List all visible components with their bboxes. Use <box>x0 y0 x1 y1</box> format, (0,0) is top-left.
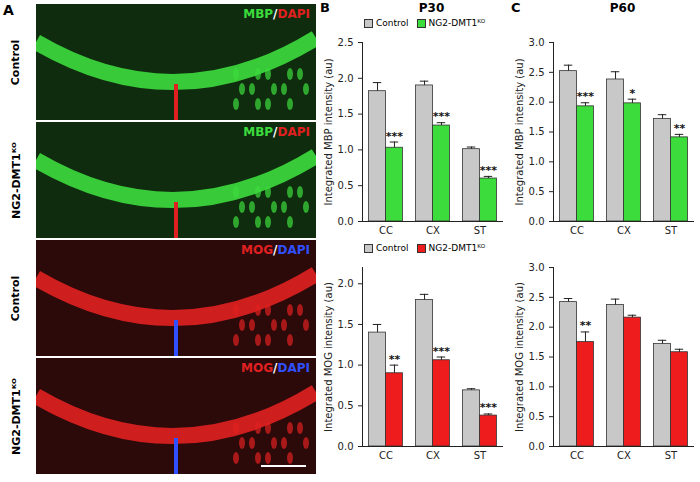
svg-text:CX: CX <box>617 225 631 236</box>
html-text:NG2-DMT1ᴷᴼ: NG2-DMT1ᴷᴼ <box>9 141 23 219</box>
svg-text:*: * <box>630 87 636 100</box>
svg-text:0.0: 0.0 <box>338 441 354 452</box>
html-text:P30: P30 <box>418 1 445 15</box>
svg-text:ST: ST <box>474 225 487 236</box>
html-text:Control: Control <box>376 18 409 28</box>
svg-text:CC: CC <box>379 225 393 236</box>
svg-text:2.5: 2.5 <box>529 292 545 303</box>
html-text:NG2-DMT1ᴷᴼ: NG2-DMT1ᴷᴼ <box>9 377 23 455</box>
html-text:Control: Control <box>9 39 23 85</box>
svg-text:CC: CC <box>570 450 584 461</box>
svg-text:2.0: 2.0 <box>529 96 545 107</box>
html-text:B: B <box>320 0 330 15</box>
html-text:Control: Control <box>9 275 23 321</box>
html-text:NG2-DMT1ᴷᴼ: NG2-DMT1ᴷᴼ <box>428 18 486 28</box>
svg-text:2.5: 2.5 <box>529 67 545 78</box>
svg-text:MBP/DAPI: MBP/DAPI <box>243 7 310 21</box>
svg-text:0.0: 0.0 <box>338 216 354 227</box>
svg-text:CX: CX <box>426 225 440 236</box>
svg-text:1.5: 1.5 <box>529 351 545 362</box>
svg-text:**: ** <box>674 122 686 135</box>
svg-text:2.0: 2.0 <box>338 73 354 84</box>
svg-text:1.5: 1.5 <box>529 126 545 137</box>
svg-text:***: *** <box>480 164 498 177</box>
svg-text:0.5: 0.5 <box>529 411 545 422</box>
svg-text:ST: ST <box>665 450 678 461</box>
svg-text:Integrated MBP intensity (au): Integrated MBP intensity (au) <box>514 58 525 205</box>
svg-text:***: *** <box>480 401 498 414</box>
svg-text:Integrated MOG intensity (au): Integrated MOG intensity (au) <box>323 282 334 432</box>
svg-text:0.0: 0.0 <box>529 441 545 452</box>
html-text:P60: P60 <box>609 1 636 15</box>
svg-text:CX: CX <box>426 450 440 461</box>
svg-text:CC: CC <box>379 450 393 461</box>
svg-text:1.0: 1.0 <box>529 381 545 392</box>
svg-text:0.5: 0.5 <box>338 180 354 191</box>
html-text:Control: Control <box>376 243 409 253</box>
svg-text:**: ** <box>389 353 401 366</box>
svg-text:ST: ST <box>474 450 487 461</box>
svg-text:ST: ST <box>665 225 678 236</box>
svg-text:1.5: 1.5 <box>338 108 354 119</box>
svg-text:***: *** <box>433 345 451 358</box>
svg-text:3.0: 3.0 <box>529 262 545 273</box>
svg-text:CC: CC <box>570 225 584 236</box>
svg-text:**: ** <box>580 319 592 332</box>
svg-text:***: *** <box>577 90 595 103</box>
svg-text:1.0: 1.0 <box>529 156 545 167</box>
svg-text:CX: CX <box>617 450 631 461</box>
svg-text:1.5: 1.5 <box>338 319 354 330</box>
svg-text:***: *** <box>433 110 451 123</box>
svg-text:1.0: 1.0 <box>338 144 354 155</box>
svg-text:2.0: 2.0 <box>529 321 545 332</box>
svg-text:2.0: 2.0 <box>338 278 354 289</box>
html-text:A: A <box>3 2 14 18</box>
svg-text:MBP/DAPI: MBP/DAPI <box>243 125 310 139</box>
svg-text:3.0: 3.0 <box>529 37 545 48</box>
svg-text:2.5: 2.5 <box>338 37 354 48</box>
svg-text:0.0: 0.0 <box>529 216 545 227</box>
svg-text:Integrated MBP intensity (au): Integrated MBP intensity (au) <box>323 58 334 205</box>
svg-text:MOG/DAPI: MOG/DAPI <box>241 361 310 375</box>
svg-text:MOG/DAPI: MOG/DAPI <box>241 243 310 257</box>
svg-text:0.5: 0.5 <box>529 186 545 197</box>
svg-text:0.5: 0.5 <box>338 400 354 411</box>
svg-text:1.0: 1.0 <box>338 359 354 370</box>
html-text:NG2-DMT1ᴷᴼ: NG2-DMT1ᴷᴼ <box>428 243 486 253</box>
svg-text:***: *** <box>386 130 404 143</box>
html-text:C: C <box>511 0 521 15</box>
svg-text:Integrated MOG intensity (au): Integrated MOG intensity (au) <box>514 282 525 432</box>
